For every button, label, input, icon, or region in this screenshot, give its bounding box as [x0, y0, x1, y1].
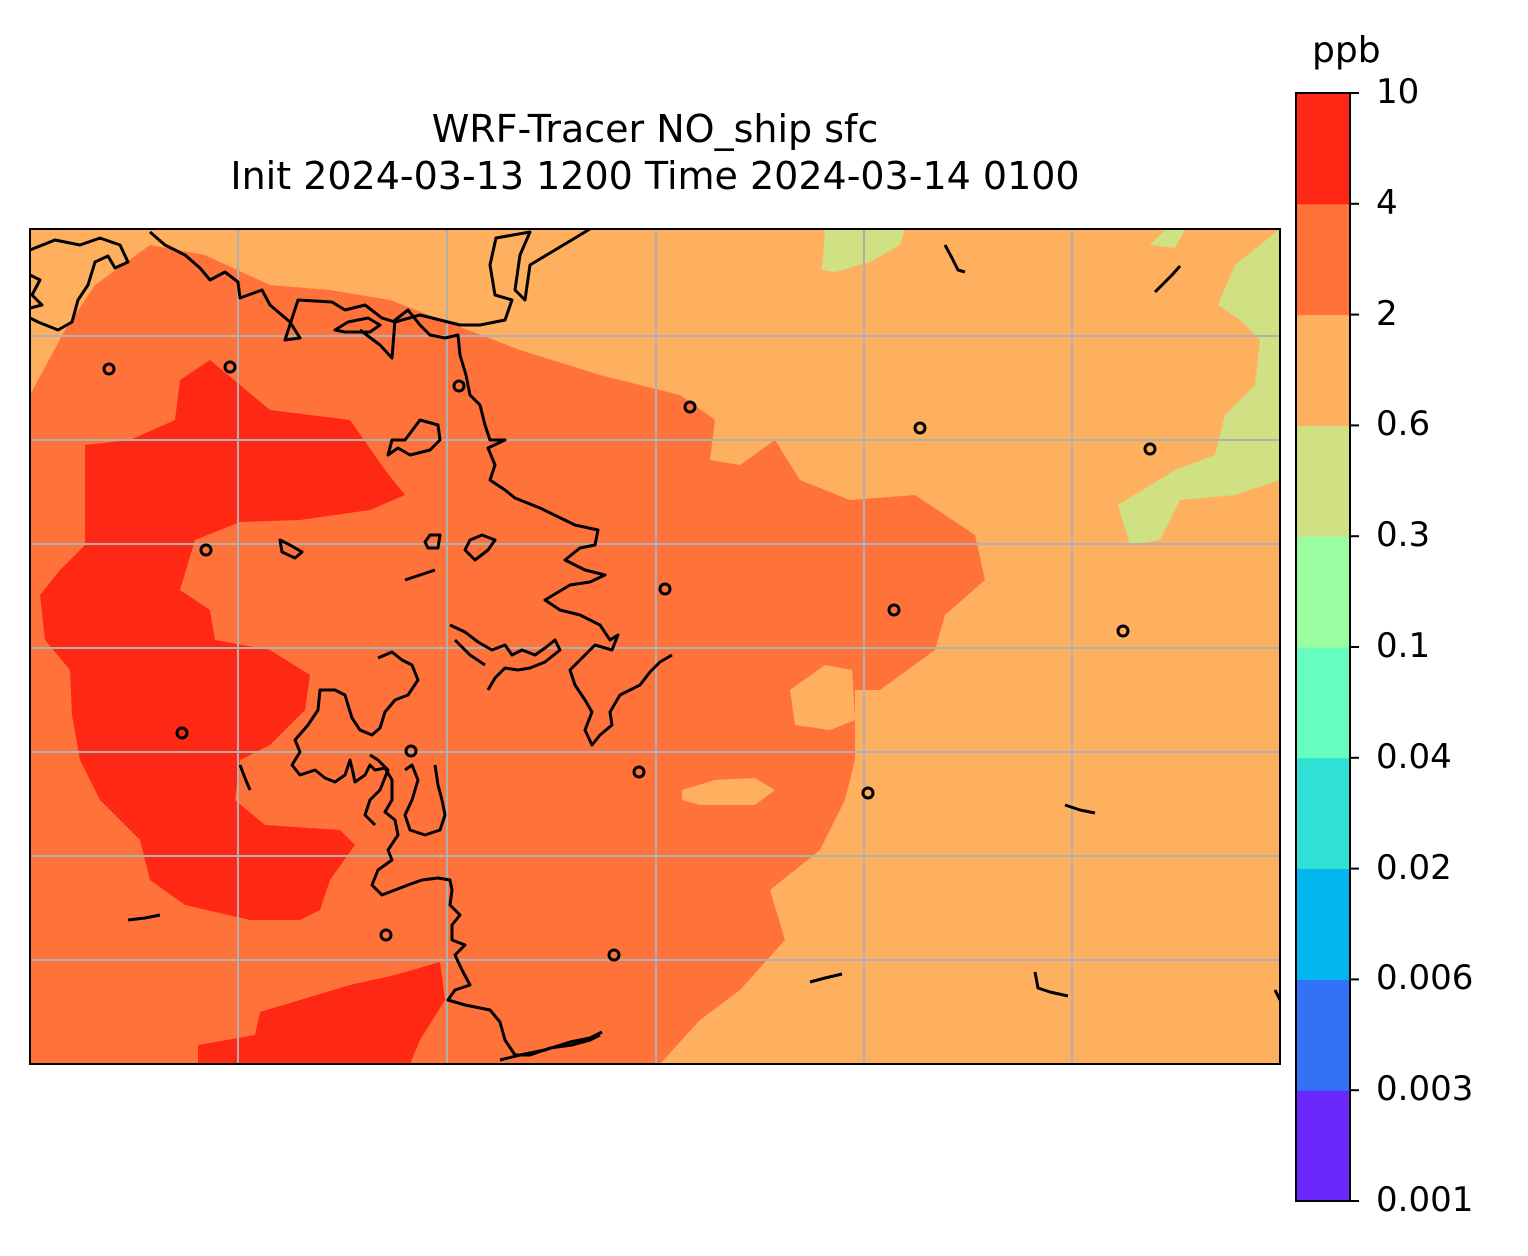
colorbar-tick-label: 0.3	[1376, 515, 1431, 556]
colorbar-tick-label: 0.02	[1376, 847, 1452, 888]
colorbar-unit: ppb	[1312, 30, 1381, 71]
colorbar-segment	[1296, 425, 1350, 537]
colorbar-segment	[1296, 1090, 1350, 1202]
colorbar	[1295, 92, 1359, 1202]
region-4-10-west	[40, 360, 405, 920]
map-gridlines	[30, 229, 1280, 1064]
region-0.6-2-hole-1	[790, 665, 855, 730]
region-4-10-south	[198, 962, 445, 1064]
colorbar-segment	[1296, 203, 1350, 316]
colorbar-tick-label: 10	[1376, 72, 1420, 112]
region-0.3-0.6-ne-tip	[1150, 230, 1185, 248]
region-0.3-0.6-east	[1118, 229, 1280, 545]
map-frame	[29, 228, 1281, 1065]
colorbar-segment	[1296, 757, 1350, 870]
colorbar-tick-label: 0.1	[1376, 626, 1431, 666]
island-markers	[102, 360, 1157, 962]
colorbar-segment	[1296, 536, 1350, 648]
map-area	[30, 229, 1280, 1064]
title-line-2: Init 2024-03-13 1200 Time 2024-03-14 010…	[230, 154, 1080, 198]
colorbar-tick-label: 4	[1376, 182, 1398, 223]
colorbar-tick-label: 0.003	[1376, 1069, 1474, 1110]
colorbar-tick-label: 0.001	[1376, 1180, 1474, 1220]
colorbar-segment	[1296, 93, 1350, 205]
colorbar-tick-label: 0.04	[1376, 736, 1452, 777]
region-0.6-2-hole-2	[682, 778, 775, 805]
colorbar-tick-label: 0.6	[1376, 404, 1431, 445]
colorbar-segment	[1296, 979, 1350, 1091]
colorbar-segment	[1296, 314, 1350, 426]
title-line-1: WRF-Tracer NO_ship sfc	[431, 107, 879, 151]
colorbar-tick-label: 2	[1376, 293, 1398, 334]
colorbar-tick-label: 0.006	[1376, 958, 1474, 999]
colorbar-segment	[1296, 647, 1350, 759]
colorbar-segment	[1296, 868, 1350, 980]
map-title: WRF-Tracer NO_ship sfc Init 2024-03-13 1…	[30, 106, 1280, 200]
coastlines	[30, 229, 1280, 1062]
